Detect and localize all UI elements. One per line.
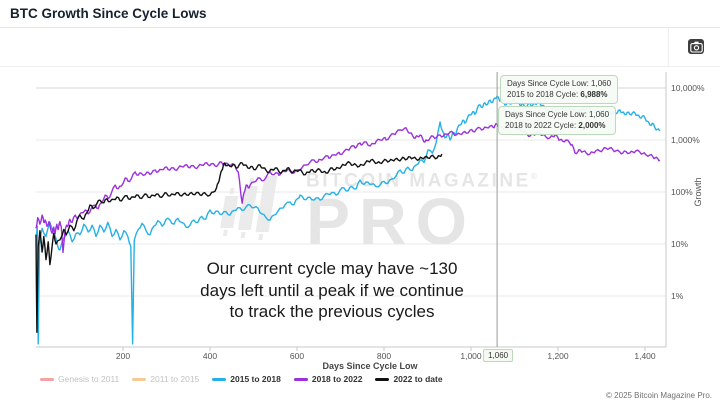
title-divider [0, 27, 720, 28]
tooltip-header: Days Since Cycle Low: 1,060 [507, 79, 612, 88]
x-tick-label: 1,000 [460, 351, 482, 361]
toolbar-divider [0, 66, 720, 67]
annotation-line: to track the previous cycles [229, 302, 435, 321]
y-tick-label: 1% [671, 291, 684, 301]
legend-label: 2015 to 2018 [230, 374, 281, 384]
legend-label: 2011 to 2015 [150, 374, 200, 384]
y-tick-label: 100% [671, 187, 693, 197]
chart-annotation: Our current cycle may have ~130 days lef… [172, 258, 492, 323]
series-line-2022-to-date[interactable] [35, 153, 443, 333]
legend-item-genesis-to-2011[interactable]: Genesis to 2011 [40, 374, 119, 384]
legend-swatch [40, 377, 54, 381]
export-chart-button[interactable] [688, 39, 704, 54]
page-title: BTC Growth Since Cycle Lows [10, 6, 207, 21]
tooltip-value-row: 2018 to 2022 Cycle: 2,000% [505, 121, 606, 130]
legend-label: 2018 to 2022 [311, 374, 363, 384]
x-tick-label: 200 [116, 351, 130, 361]
x-axis-title: Days Since Cycle Low [322, 361, 418, 371]
x-tick-label: 600 [290, 351, 304, 361]
y-tick-label: 10,000% [671, 83, 705, 93]
toolbar-separator [668, 28, 669, 66]
copyright: © 2025 Bitcoin Magazine Pro. [606, 391, 712, 400]
legend-swatch [293, 377, 308, 381]
camera-icon [689, 41, 703, 53]
tooltip-2018-to-2022: Days Since Cycle Low: 1,060 2018 to 2022… [498, 106, 617, 135]
legend-item-2018-to-2022[interactable]: 2018 to 2022 [293, 374, 363, 384]
annotation-line: Our current cycle may have ~130 [206, 259, 458, 278]
legend-item-2022-to-date[interactable]: 2022 to date [375, 374, 443, 384]
x-tick-label: 1,400 [634, 351, 656, 361]
tooltip-value: 6,988% [580, 90, 608, 99]
tooltip-header: Days Since Cycle Low: 1,060 [505, 110, 610, 119]
annotation-line: days left until a peak if we continue [200, 280, 464, 300]
chart-legend: Genesis to 2011 2011 to 2015 2015 to 201… [40, 374, 443, 384]
y-axis-title: Growth [693, 177, 703, 206]
tooltip-value-row: 2015 to 2018 Cycle: 6,988% [507, 90, 608, 99]
legend-swatch [375, 377, 390, 381]
x-tick-label: 800 [377, 351, 391, 361]
x-tick-label: 400 [203, 351, 217, 361]
tooltip-2015-to-2018: Days Since Cycle Low: 1,060 2015 to 2018… [500, 75, 619, 104]
legend-item-2015-to-2018[interactable]: 2015 to 2018 [212, 374, 281, 384]
y-tick-label: 1,000% [671, 135, 700, 145]
legend-swatch [212, 377, 227, 381]
crosshair-x-label: 1,060 [483, 349, 514, 362]
legend-label: Genesis to 2011 [58, 374, 120, 384]
y-tick-label: 10% [671, 239, 688, 249]
x-tick-label: 1,200 [547, 351, 569, 361]
legend-item-2011-to-2015[interactable]: 2011 to 2015 [132, 374, 199, 384]
legend-swatch [132, 377, 147, 381]
tooltip-value: 2,000% [578, 121, 606, 130]
legend-label: 2022 to date [393, 374, 443, 384]
series-line-2018-to-2022[interactable] [35, 122, 661, 254]
